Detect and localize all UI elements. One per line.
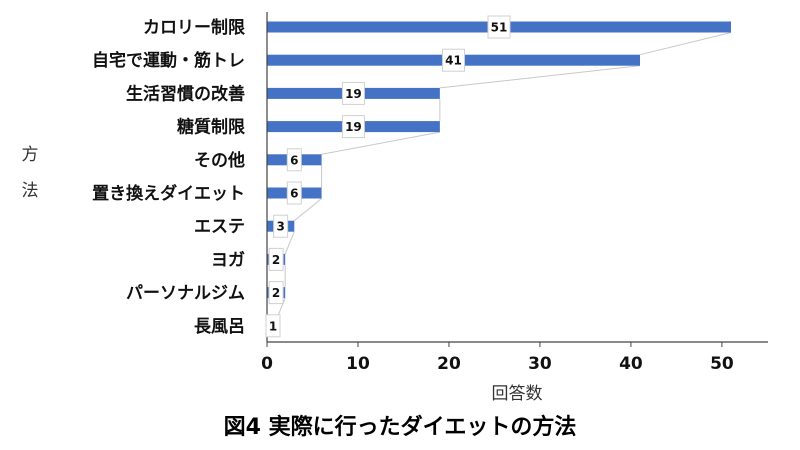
x-tick-label: 50	[710, 354, 734, 374]
connector-line	[293, 198, 322, 222]
data-label-box	[341, 81, 365, 105]
bars	[267, 21, 731, 332]
category-label: 生活習慣の改善	[126, 83, 245, 104]
data-label: 41	[445, 54, 462, 68]
data-label: 1	[269, 319, 277, 333]
category-labels: カロリー制限自宅で運動・筋トレ生活習慣の改善糖質制限その他置き換えダイエットエス…	[92, 17, 245, 337]
category-label: その他	[194, 150, 245, 171]
data-label-box	[487, 15, 511, 39]
category-label: パーソナルジム	[126, 284, 245, 304]
connector-line	[439, 65, 641, 89]
y-axis-title: 方法	[22, 145, 39, 201]
category-label: 長風呂	[194, 317, 245, 337]
x-tick-label: 40	[619, 354, 643, 374]
x-tick-label: 30	[528, 354, 552, 374]
connector-line	[321, 131, 440, 155]
category-label: 置き換えダイエット	[92, 183, 245, 204]
axes	[266, 12, 768, 347]
connector-line	[639, 32, 732, 56]
data-label-box	[442, 48, 466, 72]
data-label-box	[341, 115, 365, 139]
category-label: 自宅で運動・筋トレ	[92, 50, 245, 71]
data-label-box	[268, 281, 284, 305]
category-label: 糖質制限	[177, 117, 245, 138]
data-label: 19	[345, 87, 362, 101]
data-label-box	[286, 148, 302, 172]
data-label-box	[265, 314, 281, 338]
tick-labels: 0 10 20 30 40 50	[261, 354, 734, 374]
x-axis-title: 回答数	[492, 384, 543, 404]
connector-line	[284, 231, 295, 255]
data-label: 51	[491, 21, 508, 35]
category-label: カロリー制限	[143, 17, 245, 38]
x-tick-label: 20	[437, 354, 461, 374]
data-label: 6	[290, 153, 298, 167]
connector-lines	[275, 32, 732, 321]
data-labels: 51 41 19 19 6 6 3 2 2 1	[265, 15, 511, 338]
data-label: 2	[272, 286, 280, 300]
chart-title: 図4 実際に行ったダイエットの方法	[224, 414, 577, 440]
data-label: 2	[272, 253, 280, 267]
data-label-box	[273, 214, 289, 238]
x-tick-label: 0	[261, 354, 273, 374]
category-label: エステ	[194, 217, 245, 237]
data-label: 6	[290, 187, 298, 201]
data-label: 3	[276, 220, 284, 234]
data-label-box	[268, 247, 284, 271]
category-label: ヨガ	[211, 250, 245, 270]
data-label-box	[286, 181, 302, 205]
data-label: 19	[345, 120, 362, 134]
x-tick-label: 10	[346, 354, 370, 374]
